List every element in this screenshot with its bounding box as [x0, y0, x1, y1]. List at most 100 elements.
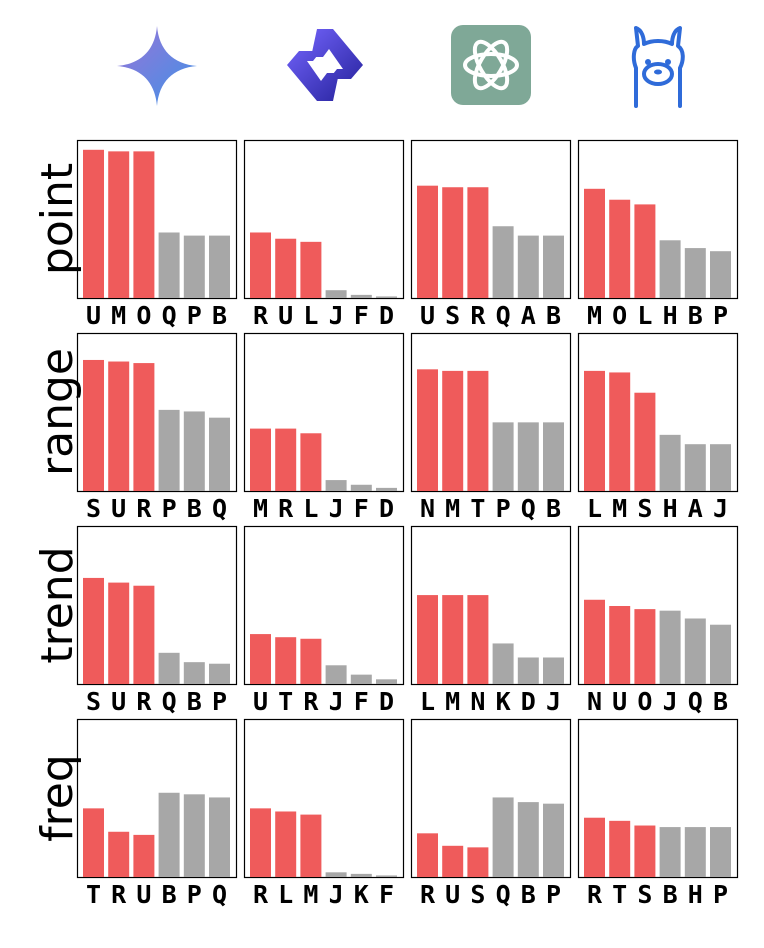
bar-3-2-0 — [417, 833, 438, 877]
tick-label-3-2-3: Q — [496, 880, 511, 909]
tick-label-0-2-2: R — [470, 301, 486, 330]
tick-label-2-2-1: M — [445, 687, 460, 716]
bar-0-3-3 — [659, 240, 681, 298]
tick-label-1-0-2: R — [136, 494, 152, 523]
bar-2-1-1 — [275, 637, 297, 684]
bar-3-1-0 — [250, 808, 271, 877]
tick-label-0-3-1: O — [612, 301, 627, 330]
tick-label-2-3-1: U — [612, 687, 627, 716]
tick-label-2-0-1: U — [111, 687, 126, 716]
tick-label-2-0-2: R — [136, 687, 152, 716]
tick-label-2-0-3: Q — [162, 687, 177, 716]
bar-1-3-2 — [634, 392, 656, 491]
bar-3-3-0 — [584, 817, 605, 877]
bar-3-2-4 — [517, 802, 539, 877]
bar-1-2-0 — [417, 369, 438, 491]
tick-label-3-0-3: B — [162, 880, 177, 909]
tick-label-0-0-3: Q — [162, 301, 177, 330]
tick-label-1-2-0: N — [420, 494, 435, 523]
tick-label-2-2-2: N — [470, 687, 485, 716]
tick-label-2-0-0: S — [86, 687, 101, 716]
tick-label-3-1-1: L — [278, 880, 293, 909]
tick-label-0-1-1: U — [278, 301, 293, 330]
bar-2-0-5 — [209, 663, 230, 684]
bar-1-1-0 — [250, 428, 271, 491]
panel-frame-2-1 — [243, 525, 405, 686]
bar-1-3-1 — [609, 372, 631, 491]
bar-2-1-2 — [300, 638, 322, 684]
tick-label-0-1-2: L — [303, 301, 318, 330]
tick-label-2-3-0: N — [587, 687, 602, 716]
tick-label-3-2-0: R — [420, 880, 436, 909]
panel-frame-1-3 — [577, 332, 739, 493]
tick-label-1-2-1: M — [445, 494, 460, 523]
bar-2-3-0 — [584, 599, 605, 684]
tick-label-0-0-1: M — [111, 301, 126, 330]
tick-label-3-2-2: S — [470, 880, 485, 909]
bar-2-2-3 — [492, 643, 514, 684]
tick-label-0-0-0: U — [86, 301, 101, 330]
tick-label-3-0-1: R — [111, 880, 127, 909]
bar-3-1-3 — [325, 872, 347, 877]
tick-label-0-3-2: L — [637, 301, 652, 330]
tick-label-2-2-5: J — [546, 687, 561, 716]
bar-2-1-0 — [250, 634, 271, 684]
bar-2-2-1 — [442, 595, 464, 684]
tick-label-2-1-2: R — [303, 687, 319, 716]
bar-1-0-5 — [209, 417, 230, 491]
bar-2-2-0 — [417, 595, 438, 684]
tick-label-3-1-4: K — [354, 880, 369, 909]
bar-3-2-1 — [442, 845, 464, 877]
bar-2-0-4 — [183, 662, 205, 684]
bar-3-0-5 — [209, 797, 230, 877]
bar-2-3-4 — [684, 618, 706, 684]
bar-3-1-2 — [300, 814, 322, 877]
bar-2-3-5 — [710, 624, 731, 684]
bar-0-3-0 — [584, 188, 605, 298]
bar-0-3-5 — [710, 251, 731, 298]
tick-label-2-0-4: B — [187, 687, 202, 716]
bar-0-2-0 — [417, 185, 438, 298]
tick-label-0-2-1: S — [445, 301, 460, 330]
bar-3-1-4 — [350, 873, 372, 877]
bar-3-2-3 — [492, 797, 514, 877]
tick-label-1-0-1: U — [111, 494, 126, 523]
bar-3-0-0 — [83, 808, 104, 877]
bar-2-0-1 — [108, 582, 130, 684]
bar-2-2-2 — [467, 595, 489, 684]
tick-label-3-3-4: H — [688, 880, 703, 909]
tick-label-1-2-4: Q — [521, 494, 536, 523]
bar-2-1-5 — [376, 679, 397, 684]
bar-0-0-4 — [183, 235, 205, 298]
tick-label-2-3-4: Q — [688, 687, 703, 716]
bar-1-2-1 — [442, 370, 464, 491]
tick-label-0-0-5: B — [212, 301, 227, 330]
bar-0-0-0 — [83, 149, 104, 298]
llama-head-icon — [631, 26, 685, 108]
tick-label-3-1-5: F — [379, 880, 394, 909]
bar-0-2-5 — [543, 235, 564, 298]
tick-label-1-3-2: S — [637, 494, 652, 523]
bar-1-1-2 — [300, 433, 322, 491]
tick-label-0-1-0: R — [253, 301, 269, 330]
bar-1-2-3 — [492, 422, 514, 491]
bar-2-3-3 — [659, 610, 681, 684]
bar-2-3-2 — [634, 609, 656, 684]
tick-label-1-0-0: S — [86, 494, 101, 523]
panel-frame-3-2 — [410, 718, 572, 879]
bar-2-0-0 — [83, 577, 104, 684]
bar-1-0-3 — [158, 409, 180, 491]
gemini-sparkle-icon — [117, 26, 197, 106]
bar-1-0-1 — [108, 361, 130, 491]
tick-label-1-1-5: D — [379, 494, 394, 523]
panel-frame-1-2 — [410, 332, 572, 493]
panel-frame-2-0 — [76, 525, 238, 686]
panel-frame-2-2 — [410, 525, 572, 686]
tick-label-2-2-0: L — [420, 687, 435, 716]
bar-2-1-3 — [325, 665, 347, 684]
bar-3-0-1 — [108, 831, 130, 877]
bar-0-0-3 — [158, 232, 180, 298]
bar-0-1-4 — [350, 294, 372, 298]
tick-label-2-3-3: J — [663, 687, 678, 716]
bar-1-1-3 — [325, 480, 347, 491]
